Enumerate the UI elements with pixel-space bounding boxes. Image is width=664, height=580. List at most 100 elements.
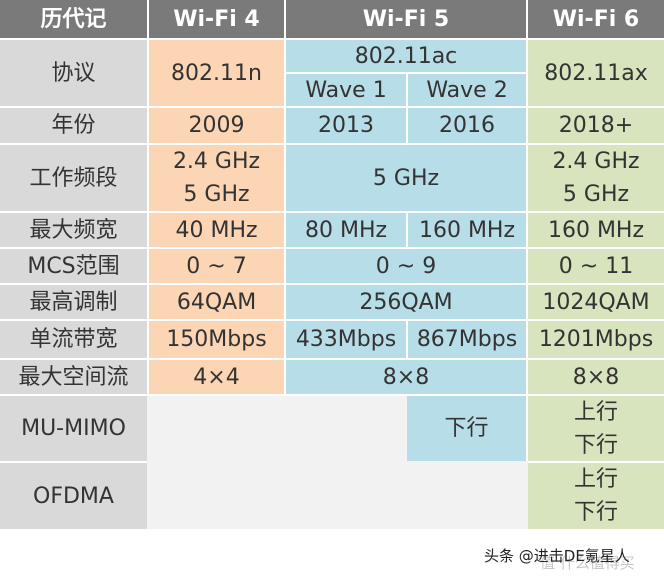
label-text: MU-MIMO [21,416,126,441]
value-text: 150Mbps [166,327,267,352]
row-label-band: 工作频段 [0,145,147,211]
value-text: 2016 [439,113,495,138]
label-text: 最高调制 [29,289,118,315]
header-label-text: 历代记 [40,6,107,32]
cell-mu-mimo-empty [147,396,407,461]
cell-mu-mimo-wifi5-wave2: 下行 [407,396,526,461]
value-text: 下行 [444,416,489,441]
value-text: 160 MHz [547,217,645,243]
value-text: 0 ~ 7 [186,253,247,279]
value-text: 4×4 [193,364,240,390]
watermark: 头条 @进击DE氪星人 [484,547,630,565]
cell-year-wifi5-wave1: 2013 [286,108,406,143]
cell-max-width-wifi5-wave1: 80 MHz [286,213,406,247]
cell-modulation-wifi5: 256QAM [286,285,526,319]
row-label-spatial-streams: 最大空间流 [0,360,147,394]
value-text: 1024QAM [542,289,650,315]
cell-protocol-wifi5-wave2: Wave 2 [408,74,526,106]
value-text: 80 MHz [304,217,388,243]
label-text: 最大空间流 [18,364,129,390]
value-line-2: 5 GHz [562,182,630,207]
cell-band-wifi6: 2.4 GHz 5 GHz [528,145,664,211]
value-line-2: 下行 [573,500,618,525]
header-wifi6: Wi-Fi 6 [528,0,664,38]
row-label-stream-rate: 单流带宽 [0,321,147,358]
header-wifi4-text: Wi-Fi 4 [173,6,260,32]
cell-year-wifi6: 2018+ [528,108,664,143]
value-text: 802.11n [171,60,262,86]
cell-band-wifi4: 2.4 GHz 5 GHz [149,145,284,211]
cell-spatial-streams-wifi5: 8×8 [286,360,526,394]
row-label-mcs: MCS范围 [0,249,147,283]
cell-modulation-wifi6: 1024QAM [528,285,664,319]
cell-mu-mimo-wifi6: 上行 下行 [528,396,664,461]
value-text: 0 ~ 11 [558,253,634,279]
value-line-1: 上行 [573,467,618,492]
cell-protocol-wifi4: 802.11n [149,40,284,106]
label-text: 工作频段 [29,165,118,191]
header-wifi5-text: Wi-Fi 5 [362,6,450,32]
cell-mcs-wifi6: 0 ~ 11 [528,249,664,283]
value-line-2: 5 GHz [183,182,250,207]
cell-band-wifi5: 5 GHz [286,145,526,211]
value-text: 802.11ax [544,60,648,86]
cell-year-wifi4: 2009 [149,108,284,143]
value-text: 5 GHz [372,165,440,191]
label-text: 协议 [51,60,96,86]
cell-protocol-wifi5-wave1: Wave 1 [286,74,406,106]
row-label-protocol: 协议 [0,40,147,106]
cell-spatial-streams-wifi4: 4×4 [149,360,284,394]
cell-spatial-streams-wifi6: 8×8 [528,360,664,394]
value-text: 0 ~ 9 [375,253,437,279]
cell-stream-rate-wifi4: 150Mbps [149,321,284,358]
value-text: 867Mbps [416,327,518,352]
value-text: 2013 [318,113,374,138]
watermark-faint: 值 什么值得买 [540,554,635,572]
value-text: 433Mbps [295,327,397,352]
label-text: 年份 [51,113,96,138]
value-text: 802.11ac [354,43,458,69]
value-text: 64QAM [176,289,257,315]
row-label-modulation: 最高调制 [0,285,147,319]
cell-max-width-wifi6: 160 MHz [528,213,664,247]
value-text: 2018+ [558,113,634,138]
value-text: Wave 1 [305,77,387,103]
value-text: 8×8 [382,364,430,390]
header-label-column: 历代记 [0,0,147,38]
cell-ofdma-empty [147,461,528,529]
cell-max-width-wifi4: 40 MHz [149,213,284,247]
value-text: 40 MHz [175,217,258,243]
value-line-2: 下行 [573,432,618,458]
cell-stream-rate-wifi5-wave1: 433Mbps [286,321,406,358]
cell-stream-rate-wifi6: 1201Mbps [528,321,664,358]
value-text: 1201Mbps [538,327,654,352]
row-label-mu-mimo: MU-MIMO [0,396,147,461]
header-wifi5: Wi-Fi 5 [286,0,526,38]
label-text: 单流带宽 [29,327,118,352]
cell-modulation-wifi4: 64QAM [149,285,284,319]
cell-max-width-wifi5-wave2: 160 MHz [408,213,526,247]
cell-stream-rate-wifi5-wave2: 867Mbps [408,321,526,358]
value-text: 2009 [188,113,245,138]
value-line-1: 2.4 GHz [552,149,640,174]
row-label-year: 年份 [0,108,147,143]
cell-mcs-wifi5: 0 ~ 9 [286,249,526,283]
header-wifi4: Wi-Fi 4 [149,0,284,38]
label-text: OFDMA [33,483,114,509]
cell-mcs-wifi4: 0 ~ 7 [149,249,284,283]
value-line-1: 上行 [573,399,618,425]
cell-protocol-wifi5: 802.11ac [286,40,526,72]
value-line-1: 2.4 GHz [172,149,261,174]
row-label-ofdma: OFDMA [0,463,147,529]
cell-ofdma-wifi6: 上行 下行 [528,463,664,529]
value-text: Wave 2 [426,77,508,103]
value-text: 160 MHz [418,217,516,243]
cell-protocol-wifi6: 802.11ax [528,40,664,106]
row-label-max-width: 最大频宽 [0,213,147,247]
cell-year-wifi5-wave2: 2016 [408,108,526,143]
label-text: 最大频宽 [29,217,118,243]
header-wifi6-text: Wi-Fi 6 [552,6,640,32]
value-text: 256QAM [359,289,453,315]
value-text: 8×8 [572,364,620,390]
label-text: MCS范围 [27,253,120,279]
